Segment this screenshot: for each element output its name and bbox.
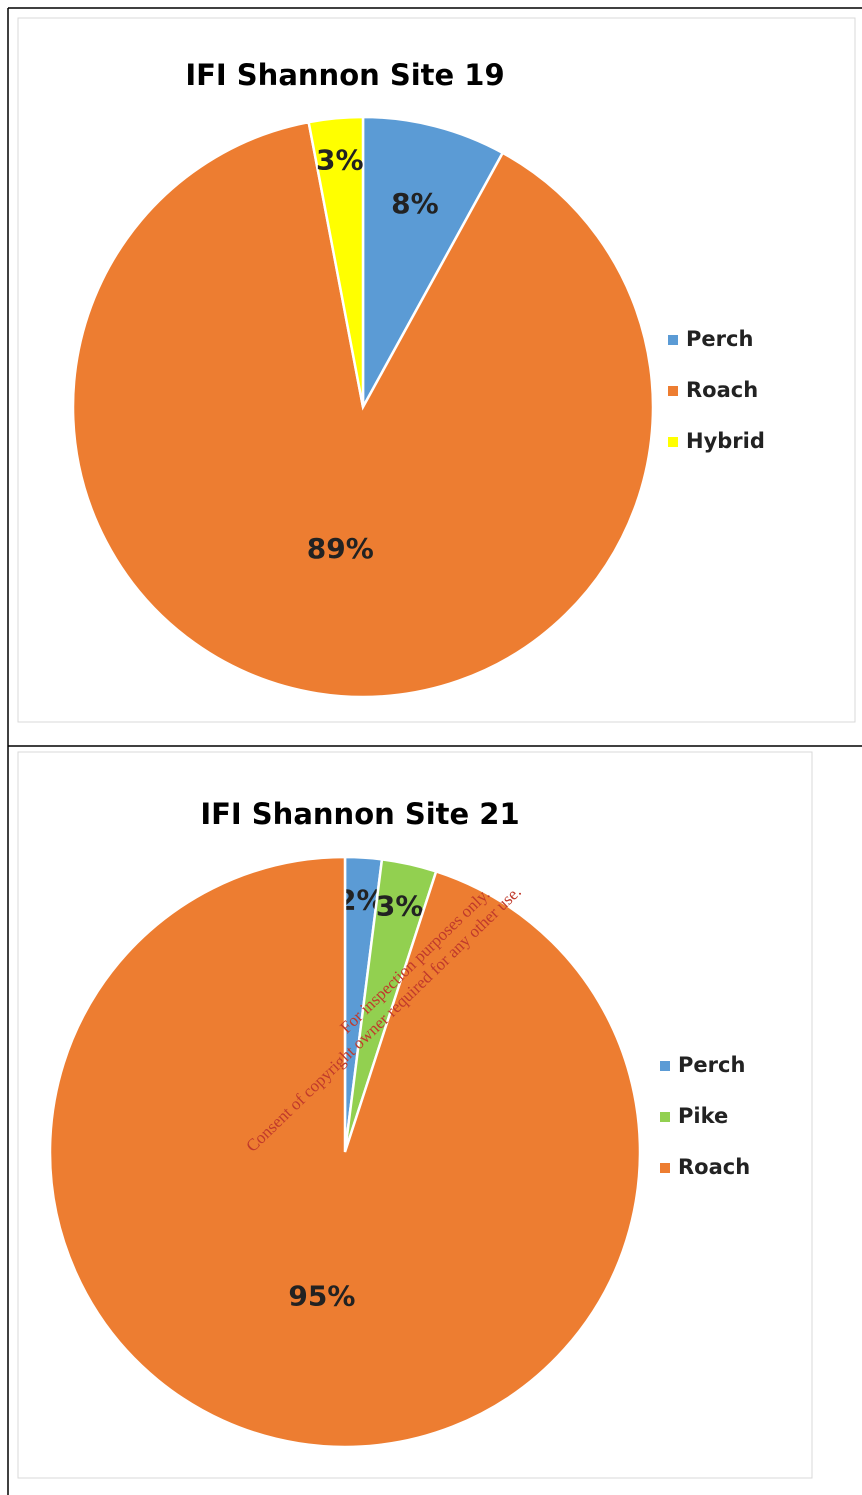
data-label: 89% (307, 532, 374, 565)
legend-swatch (668, 335, 678, 345)
legend-label: Hybrid (686, 429, 765, 453)
legend-swatch (660, 1163, 670, 1173)
chart-title: IFI Shannon Site 19 (185, 58, 504, 92)
legend-label: Perch (686, 327, 753, 351)
data-label: 8% (391, 187, 439, 220)
pie-slice (307, 115, 365, 408)
pie-slice (48, 855, 642, 1449)
legend-swatch (668, 386, 678, 396)
pie-slice (361, 115, 505, 408)
legend-label: Roach (678, 1155, 750, 1179)
pie-slice (71, 120, 655, 699)
legend-swatch (660, 1112, 670, 1122)
legend-label: Pike (678, 1104, 728, 1128)
data-label: 3% (376, 889, 424, 922)
data-label: 95% (288, 1280, 355, 1313)
data-label: 3% (316, 144, 364, 177)
legend-swatch (660, 1061, 670, 1071)
chart-title: IFI Shannon Site 21 (200, 797, 519, 831)
legend-label: Perch (678, 1053, 745, 1077)
legend-label: Roach (686, 378, 758, 402)
legend-swatch (668, 437, 678, 447)
